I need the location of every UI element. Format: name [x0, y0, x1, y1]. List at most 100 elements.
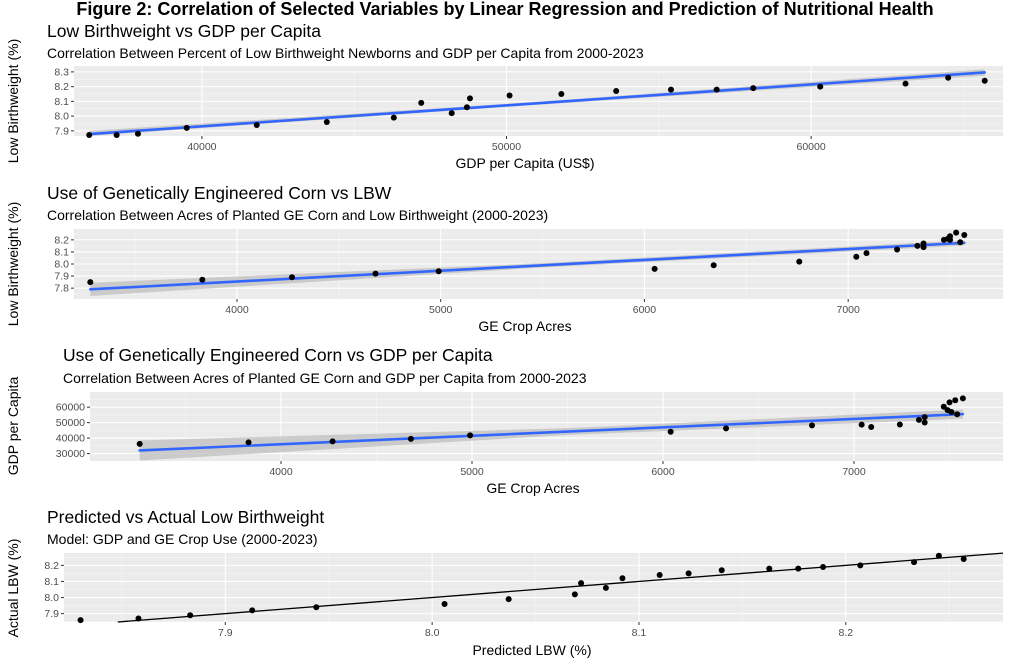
y-tick-label: 8.1	[44, 576, 59, 588]
data-point	[723, 425, 730, 432]
x-tick-label: 8.1	[632, 627, 647, 639]
y-axis-label: Actual LBW (%)	[5, 539, 21, 638]
data-points	[86, 74, 988, 138]
data-point	[858, 421, 865, 428]
data-point	[390, 114, 397, 121]
data-point	[954, 411, 961, 418]
x-tick-label: 4000	[269, 466, 293, 478]
data-point	[920, 240, 927, 247]
panel-ge-corn-vs-gdp: Use of Genetically Engineered Corn vs GD…	[5, 345, 1003, 496]
panel-subtitle: Correlation Between Acres of Planted GE …	[47, 207, 548, 223]
data-point	[466, 95, 473, 102]
data-point	[199, 276, 206, 283]
data-point	[558, 91, 565, 97]
panel-predicted-vs-actual: Predicted vs Actual Low Birthweight Mode…	[5, 507, 1004, 658]
data-point	[896, 421, 903, 428]
data-point	[613, 88, 620, 95]
data-point	[948, 408, 955, 415]
panel-title: Use of Genetically Engineered Corn vs LB…	[47, 183, 392, 203]
data-point	[86, 132, 93, 138]
data-point	[960, 555, 967, 562]
x-tick-label: 40000	[187, 141, 216, 153]
y-tick-label: 8.2	[54, 234, 69, 246]
data-point	[463, 104, 470, 111]
data-point	[578, 580, 585, 587]
data-point	[750, 85, 757, 92]
data-point	[435, 268, 442, 275]
y-tick-label: 8.2	[54, 81, 69, 93]
y-tick-label: 8.1	[54, 246, 69, 258]
data-point	[911, 559, 918, 566]
x-tick-label: 60000	[797, 141, 826, 153]
data-point	[685, 570, 692, 577]
data-point	[718, 567, 725, 574]
y-tick-label: 40000	[56, 433, 85, 445]
y-tick-label: 7.9	[54, 125, 69, 137]
y-tick-label: 8.0	[44, 592, 59, 604]
data-point	[981, 77, 988, 84]
figure-title: Figure 2: Correlation of Selected Variab…	[76, 0, 933, 19]
data-point	[667, 428, 674, 435]
data-point	[863, 250, 870, 257]
y-tick-label: 30000	[56, 448, 85, 460]
fit-line	[88, 241, 966, 291]
x-tick-label: 50000	[492, 141, 521, 153]
panel-lbw-vs-gdp: Low Birthweight vs GDP per Capita Correl…	[5, 21, 1003, 171]
regression-line	[87, 71, 987, 136]
data-point	[183, 124, 190, 131]
data-point	[808, 422, 815, 429]
x-tick-label: 7000	[842, 466, 866, 478]
y-tick-label: 8.1	[54, 96, 69, 108]
data-point	[952, 397, 959, 404]
data-point	[857, 562, 864, 569]
x-tick-label: 5000	[460, 466, 484, 478]
panel-ge-corn-vs-lbw: Use of Genetically Engineered Corn vs LB…	[5, 183, 1003, 334]
data-point	[448, 110, 455, 117]
data-point	[902, 80, 909, 87]
data-point	[921, 414, 928, 421]
data-point	[667, 86, 674, 93]
x-axis-label: GE Crop Acres	[486, 480, 579, 496]
data-point	[313, 604, 320, 611]
grid	[74, 66, 1003, 136]
data-point	[441, 600, 448, 607]
data-point	[418, 99, 425, 106]
y-axis-label: GDP per Capita	[5, 377, 21, 476]
x-tick-label: 5000	[429, 304, 453, 316]
data-point	[113, 132, 120, 138]
data-point	[87, 279, 94, 286]
y-tick-label: 50000	[56, 417, 85, 429]
panel-subtitle: Correlation Between Acres of Planted GE …	[63, 370, 587, 386]
regression-line	[88, 241, 966, 291]
axis-ticks: 7.9 8.0 8.1 8.2 7.9 8.0 8.1 8.2	[44, 560, 853, 639]
identity-line	[117, 552, 1004, 623]
data-point	[853, 253, 860, 260]
x-tick-label: 6000	[651, 466, 675, 478]
fit-line	[138, 412, 965, 452]
y-tick-label: 8.0	[54, 111, 69, 123]
data-point	[921, 419, 928, 426]
data-point	[957, 239, 964, 246]
data-points	[77, 552, 967, 624]
plot-background	[64, 553, 1003, 622]
data-point	[959, 395, 966, 402]
data-point	[372, 270, 379, 277]
data-point	[288, 274, 295, 281]
data-point	[136, 440, 143, 447]
data-point	[820, 563, 827, 570]
panel-title: Use of Genetically Engineered Corn vs GD…	[63, 345, 493, 365]
data-point	[817, 83, 824, 90]
data-points	[87, 229, 968, 286]
y-axis-label: Low Birthweight (%)	[5, 202, 21, 327]
data-point	[945, 74, 952, 81]
data-point	[77, 617, 84, 624]
x-tick-label: 7000	[836, 304, 860, 316]
x-tick-label: 8.0	[425, 627, 440, 639]
data-point	[961, 232, 968, 239]
data-point	[796, 258, 803, 265]
y-tick-label: 7.8	[54, 283, 69, 295]
data-point	[187, 612, 194, 619]
axis-ticks: 40000 50000 60000 7.9 8.0 8.1 8.2 8.3	[54, 66, 825, 153]
data-point	[253, 121, 260, 128]
